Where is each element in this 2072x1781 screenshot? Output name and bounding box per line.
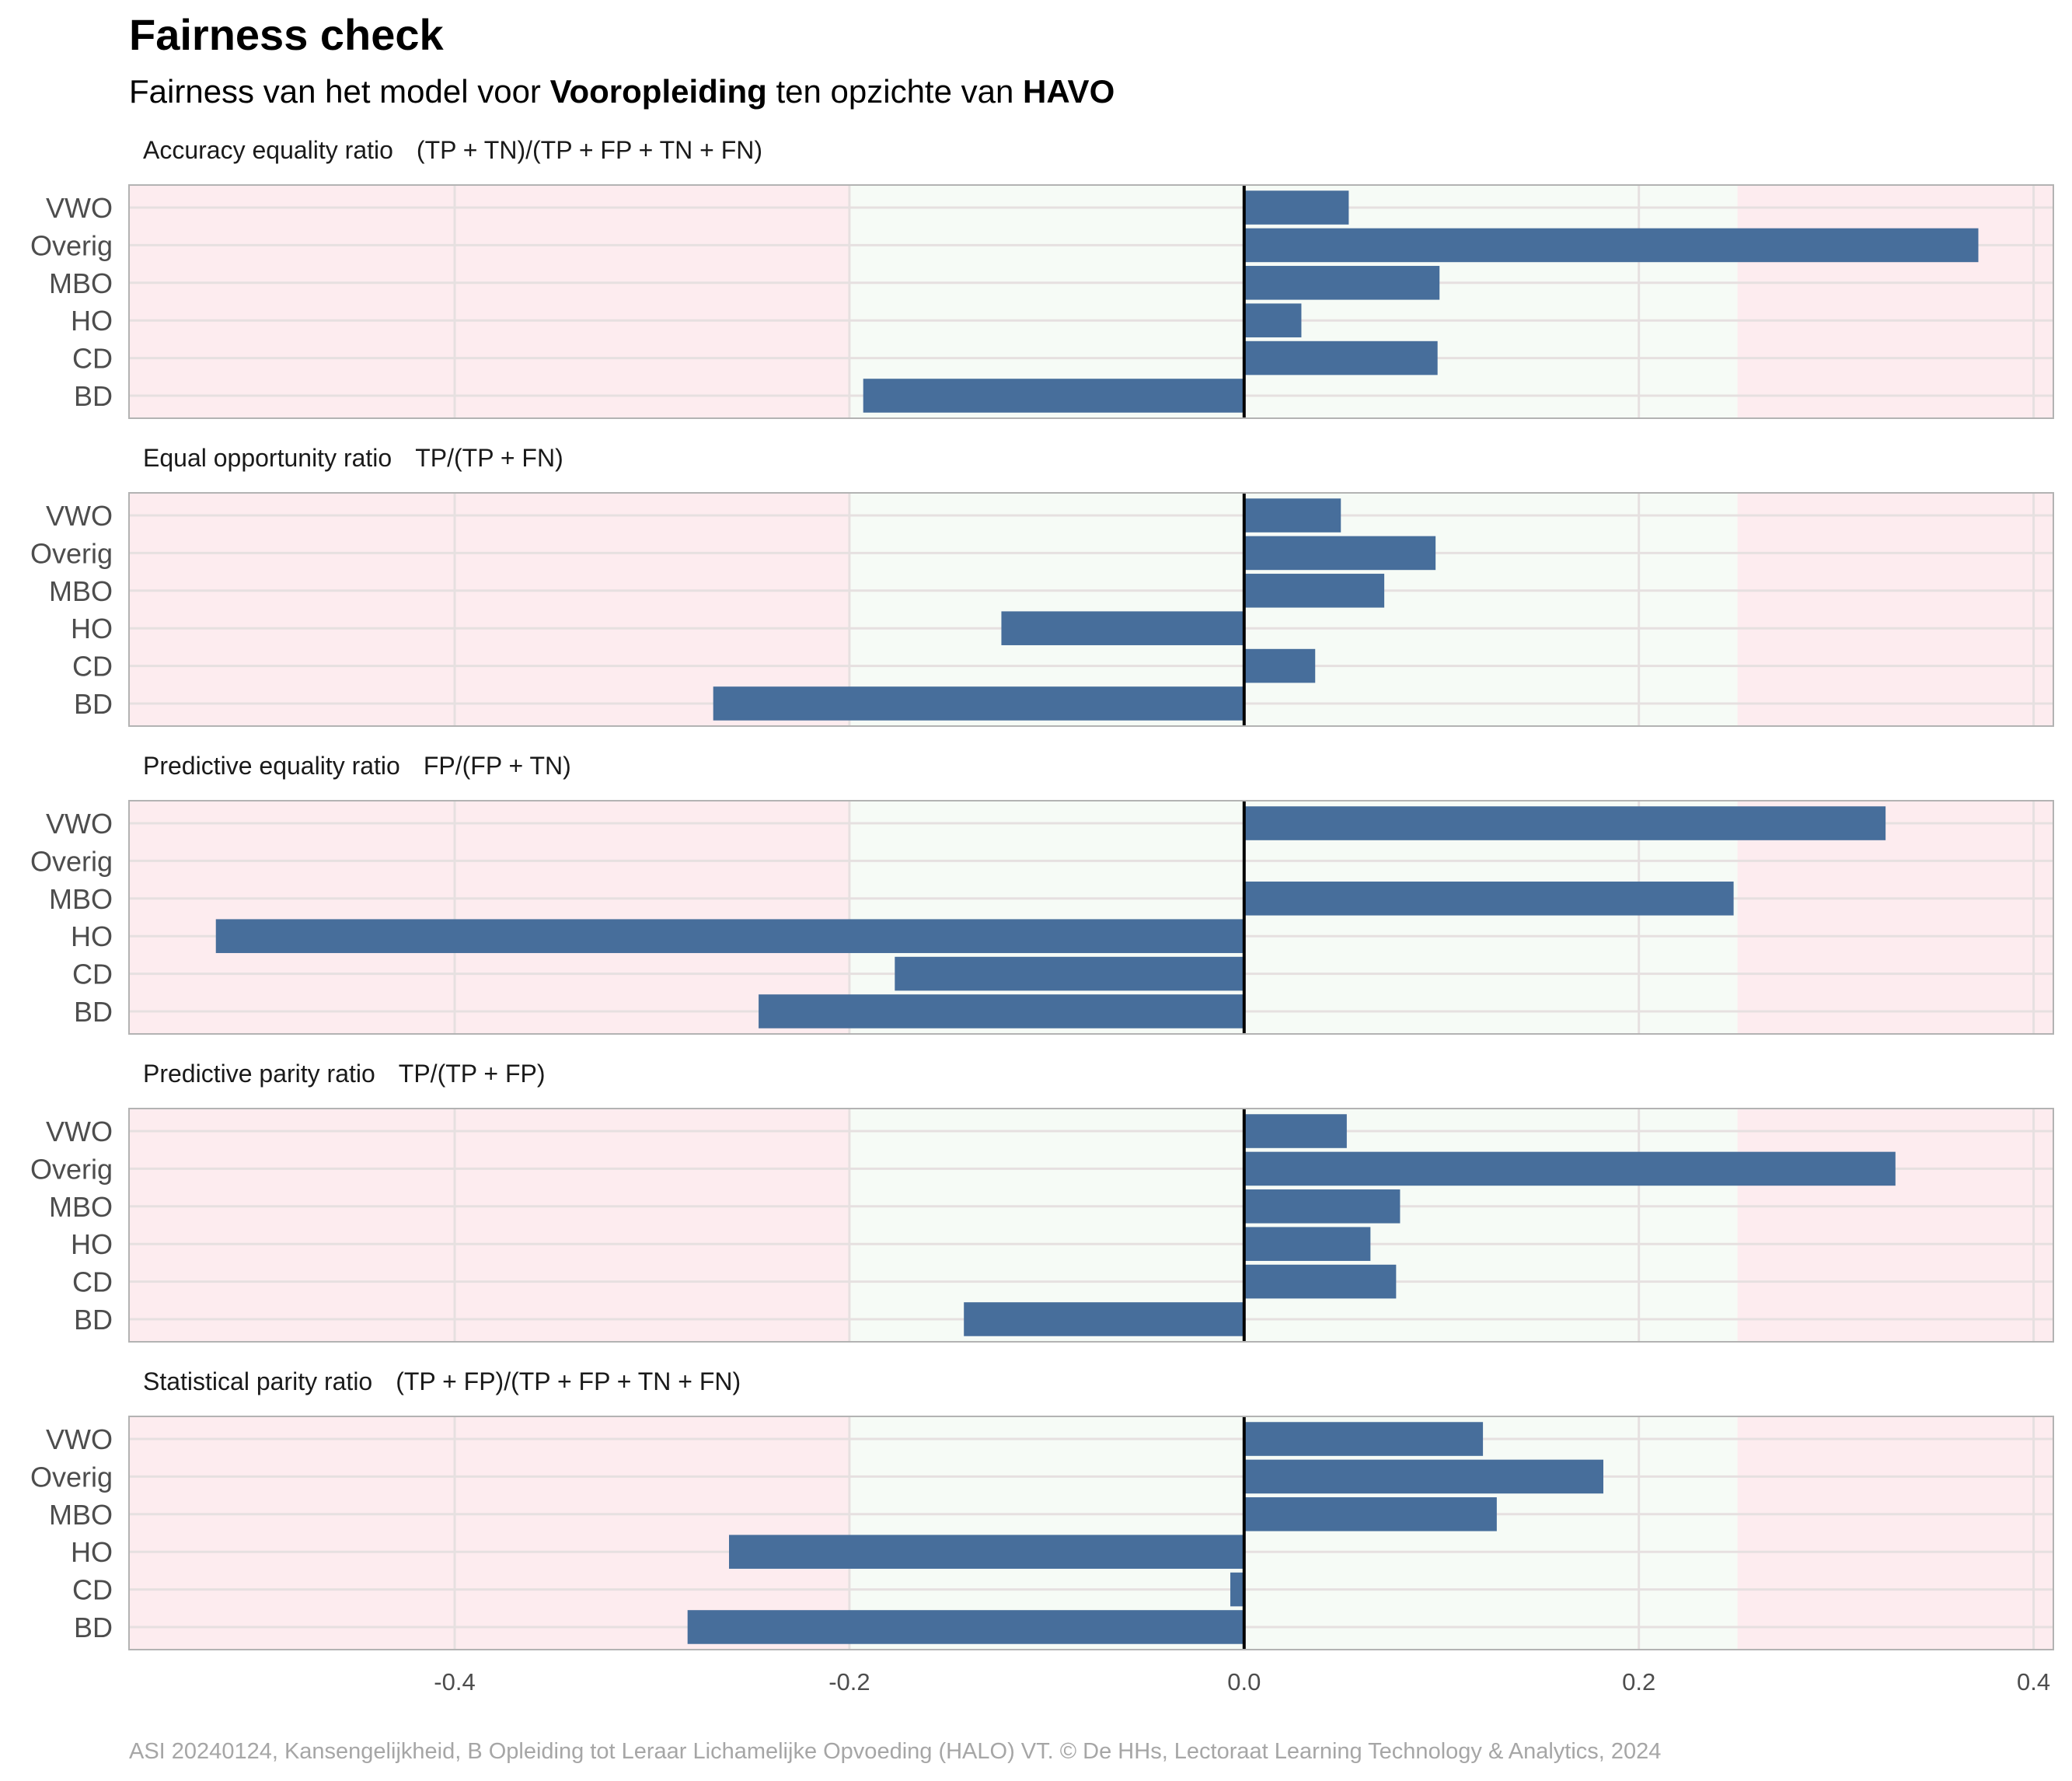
bar <box>1244 882 1734 916</box>
bar <box>1244 1114 1347 1148</box>
bar <box>729 1535 1244 1569</box>
bar <box>1244 498 1341 533</box>
category-label: MBO <box>49 1191 113 1223</box>
panel-title: Predictive equality ratio FP/(FP + TN) <box>143 752 571 780</box>
category-label: HO <box>71 305 113 337</box>
category-label: MBO <box>49 267 113 299</box>
panel-border <box>128 1416 2054 1650</box>
category-label: MBO <box>49 575 113 607</box>
panel-label: Accuracy equality ratio <box>143 136 393 164</box>
panel-formula: (TP + FP)/(TP + FP + TN + FN) <box>396 1367 741 1395</box>
category-label: CD <box>72 1574 113 1606</box>
bar <box>1244 1497 1497 1531</box>
category-label: Overig <box>30 537 113 569</box>
chart-caption: ASI 20240124, Kansengelijkheid, B Opleid… <box>129 1739 1661 1764</box>
panel-1: Equal opportunity ratio TP/(TP + FN) VWO Ov… <box>30 444 2054 727</box>
panel-2: Predictive equality ratio FP/(FP + TN) VWO… <box>30 752 2054 1035</box>
category-label: VWO <box>46 192 113 224</box>
category-label: CD <box>72 1266 113 1298</box>
category-label: BD <box>74 1612 113 1643</box>
bar <box>1244 536 1436 571</box>
bar <box>759 994 1244 1028</box>
panel-formula: TP/(TP + FN) <box>415 444 563 472</box>
bar <box>895 956 1244 991</box>
category-label: HO <box>71 1228 113 1260</box>
category-label: Overig <box>30 229 113 261</box>
subtitle-part-2: ten opzichte van <box>767 73 1023 110</box>
bar <box>1230 1572 1244 1607</box>
category-label: BD <box>74 996 113 1028</box>
category-label: VWO <box>46 1423 113 1455</box>
panel-formula: FP/(FP + TN) <box>424 752 571 780</box>
subtitle-part-3: HAVO <box>1023 73 1114 110</box>
panel-label: Predictive equality ratio <box>143 752 400 780</box>
bar <box>863 379 1244 413</box>
category-label: HO <box>71 1536 113 1568</box>
x-tick-label: -0.4 <box>434 1668 475 1695</box>
bar <box>1244 340 1438 375</box>
bar <box>713 686 1244 721</box>
x-tick-label: 0.0 <box>1227 1668 1261 1695</box>
category-label: BD <box>74 688 113 720</box>
panel-3: Predictive parity ratio TP/(TP + FP) VWO Ov… <box>30 1060 2054 1343</box>
panel-title: Statistical parity ratio (TP + FP)/(TP + … <box>143 1367 741 1395</box>
panel-label: Predictive parity ratio <box>143 1060 375 1088</box>
category-label: VWO <box>46 500 113 532</box>
x-tick-label: 0.4 <box>2017 1668 2050 1695</box>
category-label: MBO <box>49 883 113 915</box>
category-label: BD <box>74 380 113 412</box>
panel-formula: TP/(TP + FP) <box>399 1060 546 1088</box>
bar <box>1244 303 1302 337</box>
category-label: Overig <box>30 1153 113 1185</box>
category-label: CD <box>72 959 113 990</box>
panel-title: Equal opportunity ratio TP/(TP + FN) <box>143 444 563 472</box>
x-axis: -0.4 -0.2 0.0 0.2 0.4 <box>434 1668 2050 1695</box>
subtitle-part-1: Vooropleiding <box>550 73 767 110</box>
category-label: BD <box>74 1304 113 1336</box>
panel-border <box>128 1108 2054 1343</box>
panel-0: Accuracy equality ratio (TP + TN)/(TP + F… <box>30 136 2054 419</box>
subtitle-part-0: Fairness van het model voor <box>129 73 550 110</box>
bar <box>1244 1422 1484 1456</box>
panel-label: Equal opportunity ratio <box>143 444 392 472</box>
bar <box>1244 266 1440 300</box>
panel-border <box>128 800 2054 1035</box>
category-label: Overig <box>30 845 113 877</box>
category-label: Overig <box>30 1461 113 1493</box>
bar <box>1244 1189 1401 1224</box>
category-label: CD <box>72 651 113 683</box>
bar <box>1244 574 1385 608</box>
bar <box>1244 228 1979 263</box>
panel-border <box>128 184 2054 419</box>
bar <box>1001 611 1244 645</box>
category-label: VWO <box>46 1116 113 1147</box>
chart-title: Fairness check <box>129 10 445 59</box>
panel-4: Statistical parity ratio (TP + FP)/(TP + … <box>30 1367 2054 1650</box>
bar <box>687 1610 1244 1644</box>
category-label: HO <box>71 613 113 644</box>
panel-title: Accuracy equality ratio (TP + TN)/(TP + F… <box>143 136 762 164</box>
bar <box>215 919 1244 953</box>
x-tick-label: 0.2 <box>1622 1668 1655 1695</box>
facet-panels: Accuracy equality ratio (TP + TN)/(TP + F… <box>30 136 2054 1650</box>
bar <box>1244 1227 1371 1261</box>
panel-formula: (TP + TN)/(TP + FP + TN + FN) <box>417 136 762 164</box>
bar <box>1244 1459 1603 1494</box>
bar <box>1244 1264 1397 1299</box>
panel-label: Statistical parity ratio <box>143 1367 372 1395</box>
category-label: HO <box>71 920 113 952</box>
bar <box>1244 190 1349 225</box>
bar <box>1244 1151 1896 1186</box>
x-tick-label: -0.2 <box>828 1668 870 1695</box>
category-label: MBO <box>49 1499 113 1531</box>
bar <box>964 1302 1244 1336</box>
bar <box>1244 648 1316 683</box>
bar <box>1244 806 1886 840</box>
chart-subtitle: Fairness van het model voor Vooropleidin… <box>129 73 1114 110</box>
panel-title: Predictive parity ratio TP/(TP + FP) <box>143 1060 546 1088</box>
category-label: CD <box>72 343 113 375</box>
panel-border <box>128 492 2054 727</box>
category-label: VWO <box>46 808 113 840</box>
